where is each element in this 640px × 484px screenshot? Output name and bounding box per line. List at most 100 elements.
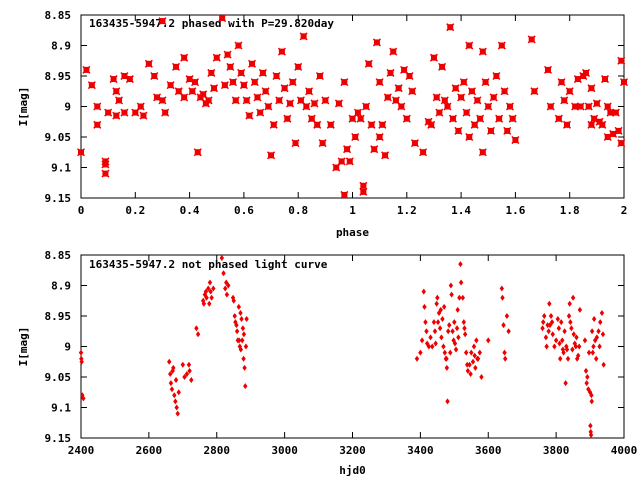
data-point-cross — [397, 102, 406, 111]
data-point — [601, 361, 606, 368]
data-point — [457, 294, 462, 301]
data-point — [540, 325, 545, 332]
data-point-cross — [343, 145, 352, 154]
data-point — [419, 337, 425, 344]
data-point — [187, 367, 192, 374]
data-point-cross — [389, 47, 398, 56]
x-tick-label: 1.6 — [505, 204, 525, 217]
data-point-cross — [253, 93, 262, 102]
data-point-cross — [359, 187, 368, 196]
data-point — [570, 346, 575, 353]
data-point-cross — [402, 114, 411, 123]
data-point — [427, 120, 436, 129]
data-point — [362, 102, 371, 111]
data-point — [506, 328, 511, 335]
data-point — [554, 114, 563, 123]
data-point — [180, 93, 189, 102]
data-point-cross — [264, 102, 273, 111]
data-point — [575, 352, 581, 359]
data-point — [125, 75, 134, 84]
data-point — [481, 78, 490, 87]
data-point-cross — [231, 96, 240, 105]
data-point — [560, 346, 566, 353]
data-point-cross — [590, 114, 599, 123]
x-tick-label: 2 — [621, 204, 628, 217]
data-point — [603, 102, 612, 111]
data-point-cross — [239, 81, 248, 90]
data-point — [315, 71, 324, 81]
data-point — [454, 325, 460, 332]
data-point — [500, 87, 509, 96]
data-point-cross — [261, 87, 270, 96]
data-point — [176, 389, 181, 396]
chart-title: 163435-5947.2 phased with P=29.820day — [89, 17, 334, 30]
data-point — [359, 181, 368, 190]
data-point — [337, 157, 346, 166]
data-point — [166, 81, 175, 90]
data-point-cross — [467, 87, 476, 96]
data-point-cross — [617, 139, 626, 148]
data-point — [546, 102, 555, 111]
x-tick-label: 3000 — [271, 444, 298, 457]
data-point — [237, 68, 246, 77]
data-point — [87, 81, 96, 90]
data-point-cross — [609, 129, 618, 138]
data-point — [212, 53, 221, 62]
data-point — [242, 364, 247, 371]
data-point-cross — [598, 120, 607, 129]
data-point — [432, 328, 438, 335]
data-point-cross — [340, 78, 349, 87]
data-point — [423, 319, 428, 326]
data-point — [171, 364, 176, 371]
x-axis-label: hjd0 — [339, 464, 366, 477]
data-point — [158, 17, 167, 26]
data-point — [589, 392, 594, 399]
data-point — [253, 93, 262, 102]
data-point — [446, 23, 455, 32]
data-point-cross — [429, 53, 438, 62]
data-point — [231, 297, 236, 304]
data-point — [372, 38, 381, 47]
data-point — [478, 148, 487, 157]
plot-frame — [80, 254, 625, 439]
data-point-cross — [277, 47, 286, 56]
data-point — [243, 343, 249, 350]
data-point — [505, 102, 515, 111]
data-point — [530, 87, 539, 96]
data-point-cross — [432, 93, 441, 102]
data-point — [223, 50, 232, 59]
data-point — [444, 364, 450, 371]
data-point — [185, 75, 194, 84]
data-point — [470, 358, 476, 365]
data-point-cross — [76, 148, 86, 157]
data-point — [93, 120, 102, 129]
data-point-cross — [511, 136, 520, 145]
x-tick-label: 2400 — [68, 444, 95, 457]
data-point-cross — [158, 96, 167, 105]
data-point-cross — [383, 93, 392, 102]
data-point — [489, 93, 498, 102]
data-point — [434, 300, 439, 307]
data-point — [560, 337, 565, 344]
data-point-cross — [305, 87, 314, 96]
data-point — [598, 319, 603, 326]
data-point — [560, 96, 569, 105]
data-point — [577, 306, 583, 313]
data-point — [454, 126, 463, 135]
data-point — [462, 325, 467, 332]
data-point — [478, 47, 487, 56]
data-point — [495, 114, 504, 123]
data-point — [611, 108, 620, 117]
data-point-cross — [592, 99, 601, 108]
data-point-cross — [603, 102, 612, 111]
data-point-cross — [573, 75, 582, 84]
data-point — [188, 87, 197, 96]
data-point — [435, 108, 444, 117]
data-point — [375, 78, 384, 87]
data-point — [186, 361, 192, 368]
data-point — [441, 303, 447, 310]
data-point — [208, 288, 213, 295]
data-point — [353, 108, 362, 117]
data-point — [448, 349, 453, 356]
